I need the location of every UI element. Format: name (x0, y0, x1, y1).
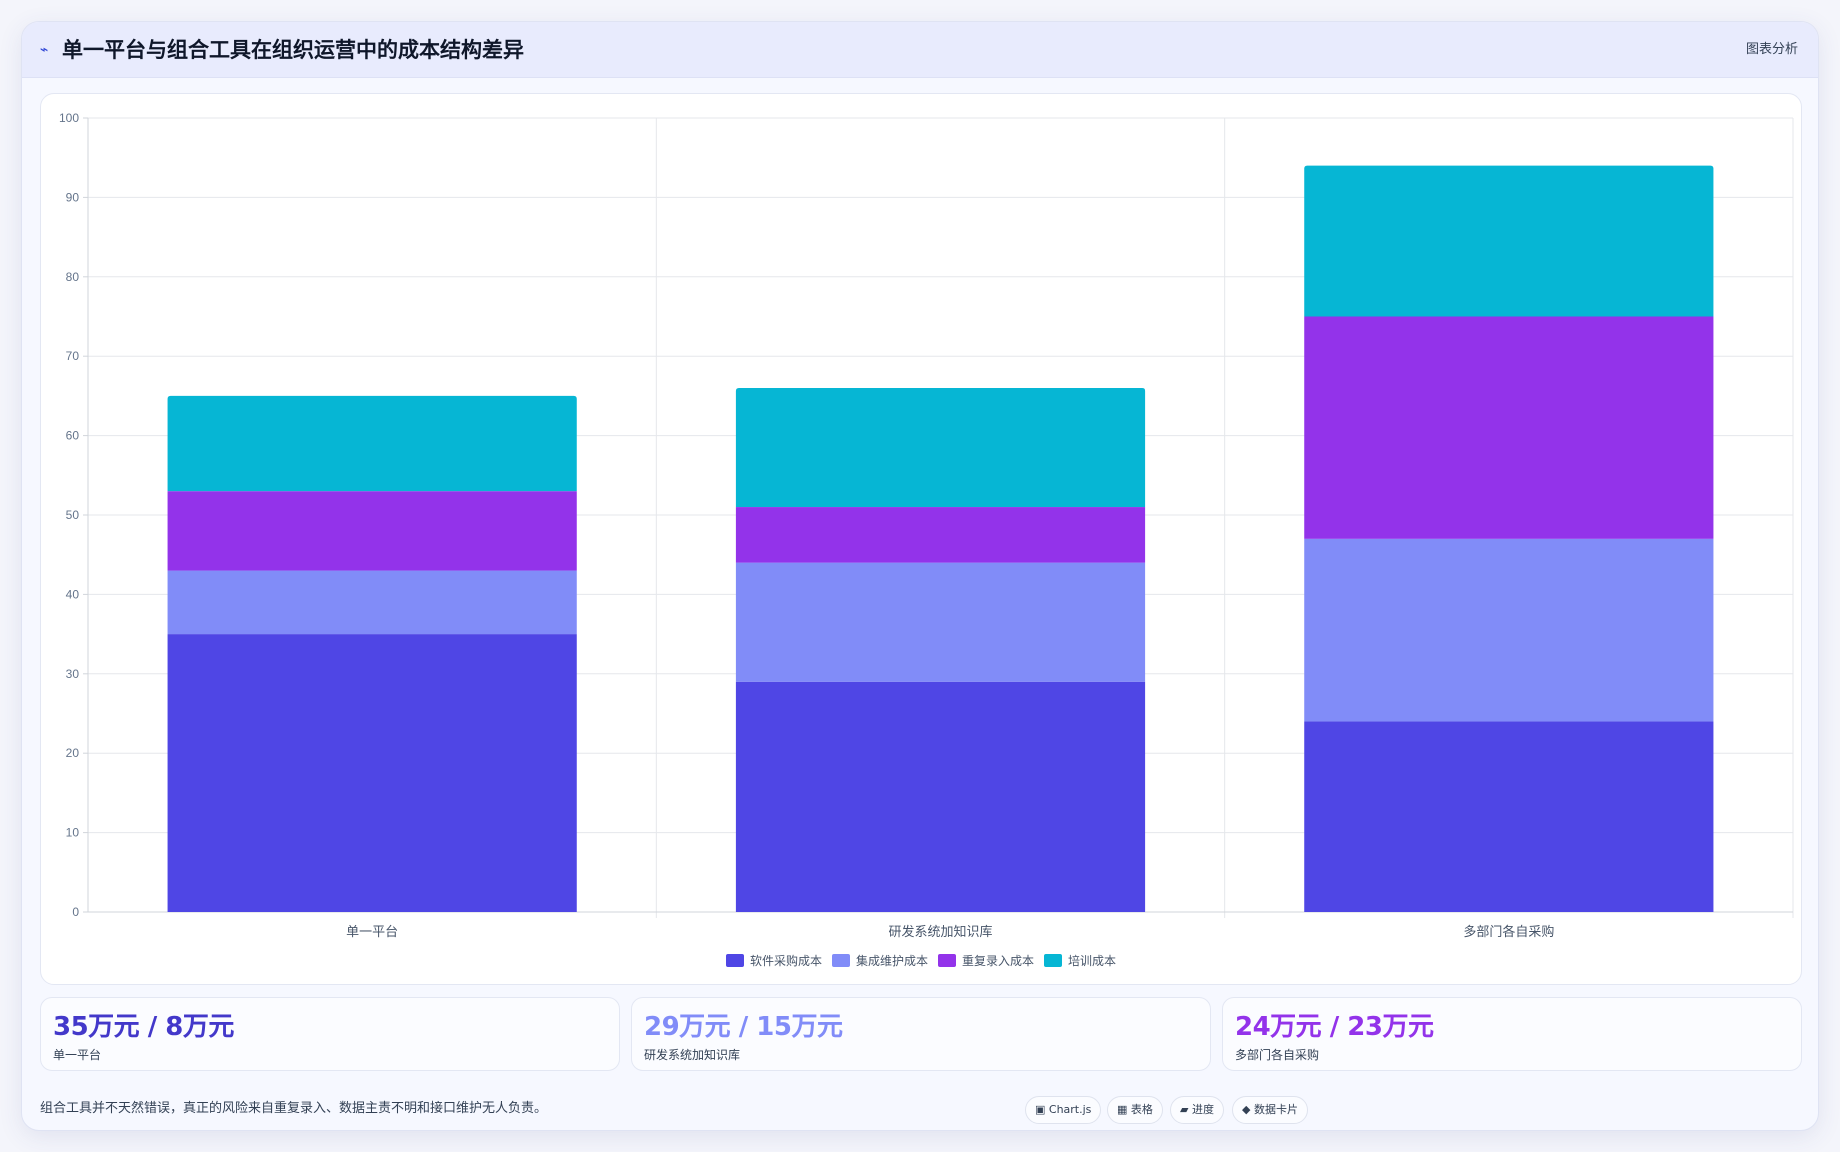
stat-card-single-platform: 35万元 / 8万元 单一平台 (40, 997, 620, 1071)
legend-item[interactable]: 培训成本 (1044, 952, 1116, 969)
bar-segment (735, 507, 1146, 563)
bar-segment (167, 634, 577, 912)
y-tick-label: 100 (59, 111, 79, 125)
footer-note: 组合工具并不天然错误，真正的风险来自重复录入、数据主责不明和接口维护无人负责。 (40, 1101, 548, 1116)
chart-analysis-label: 图表分析 (1745, 42, 1798, 57)
tag-table[interactable]: ▦ 表格 (1107, 1096, 1163, 1124)
bar-segment (1304, 721, 1714, 912)
bar-segment (735, 387, 1146, 508)
y-tick-label: 70 (66, 349, 80, 363)
legend-label: 集成维护成本 (855, 953, 928, 968)
bar-segment (167, 395, 577, 492)
stat-value: 24万元 / 23万元 (1235, 1012, 1434, 1042)
stats-row: 35万元 / 8万元 单一平台 29万元 / 15万元 研发系统加知识库 24万… (40, 997, 1802, 1071)
legend-swatch (725, 953, 744, 967)
chart-card: ⌁ 单一平台与组合工具在组织运营中的成本结构差异 图表分析 0 10 20 30 40 5… (21, 21, 1819, 1131)
stat-label: 研发系统加知识库 (644, 1048, 741, 1062)
stat-value: 35万元 / 8万元 (53, 1012, 234, 1042)
legend-label: 培训成本 (1068, 953, 1117, 968)
y-tick-label: 20 (66, 746, 80, 760)
y-tick-label: 30 (66, 667, 80, 681)
legend-swatch (938, 953, 956, 967)
page-title: 单一平台与组合工具在组织运营中的成本结构差异 (62, 38, 524, 62)
bar-segment (1304, 538, 1714, 722)
legend-label: 软件采购成本 (749, 953, 822, 968)
stacked-bar-chart: 0 10 20 30 40 50 60 70 80 90 100 单一平台 研发系统加知识库 多部门各自采… (59, 111, 1794, 939)
chart-panel: 0 10 20 30 40 50 60 70 80 90 100 单一平台 研发系统加知识库 多部门各自采… (40, 93, 1802, 985)
card-header: ⌁ 单一平台与组合工具在组织运营中的成本结构差异 图表分析 (22, 22, 1818, 78)
bar-segment (167, 491, 577, 571)
stat-label: 单一平台 (53, 1048, 102, 1062)
bar-segment (735, 681, 1146, 912)
tag-chartjs[interactable]: ▣ Chart.js (1025, 1096, 1102, 1124)
y-tick-label: 0 (72, 905, 79, 919)
stat-label: 多部门各自采购 (1235, 1048, 1320, 1062)
x-tick-label: 多部门各自采购 (1463, 924, 1554, 939)
bar-segment (735, 562, 1146, 682)
x-tick-label: 单一平台 (346, 924, 398, 939)
bar-segment (167, 570, 577, 635)
x-tick-label: 研发系统加知识库 (888, 924, 992, 939)
legend-item[interactable]: 软件采购成本 (725, 952, 822, 969)
tag-progress[interactable]: ▰ 进度 (1170, 1096, 1224, 1124)
bar-segment (1304, 316, 1714, 539)
bar-segment (1304, 165, 1714, 317)
stat-card-rnd-knowledge: 29万元 / 15万元 研发系统加知识库 (631, 997, 1211, 1071)
stat-value: 29万元 / 15万元 (644, 1012, 843, 1042)
legend-item[interactable]: 集成维护成本 (831, 952, 928, 969)
y-tick-label: 50 (66, 508, 80, 522)
y-tick-label: 10 (66, 826, 80, 840)
legend-item[interactable]: 重复录入成本 (938, 952, 1034, 969)
stat-card-multi-dept: 24万元 / 23万元 多部门各自采购 (1222, 997, 1802, 1071)
legend-label: 重复录入成本 (962, 953, 1035, 968)
y-tick-label: 90 (66, 190, 80, 204)
legend-swatch (831, 953, 850, 967)
tag-data-card[interactable]: ◆ 数据卡片 (1232, 1096, 1308, 1124)
chart-legend: 软件采购成本 集成维护成本 重复录入成本 培训成本 (41, 949, 1801, 971)
y-tick-label: 40 (66, 587, 80, 601)
spark-icon: ⌁ (40, 42, 49, 58)
y-tick-label: 80 (66, 270, 80, 284)
y-tick-label: 60 (66, 429, 80, 443)
legend-swatch (1044, 953, 1063, 967)
